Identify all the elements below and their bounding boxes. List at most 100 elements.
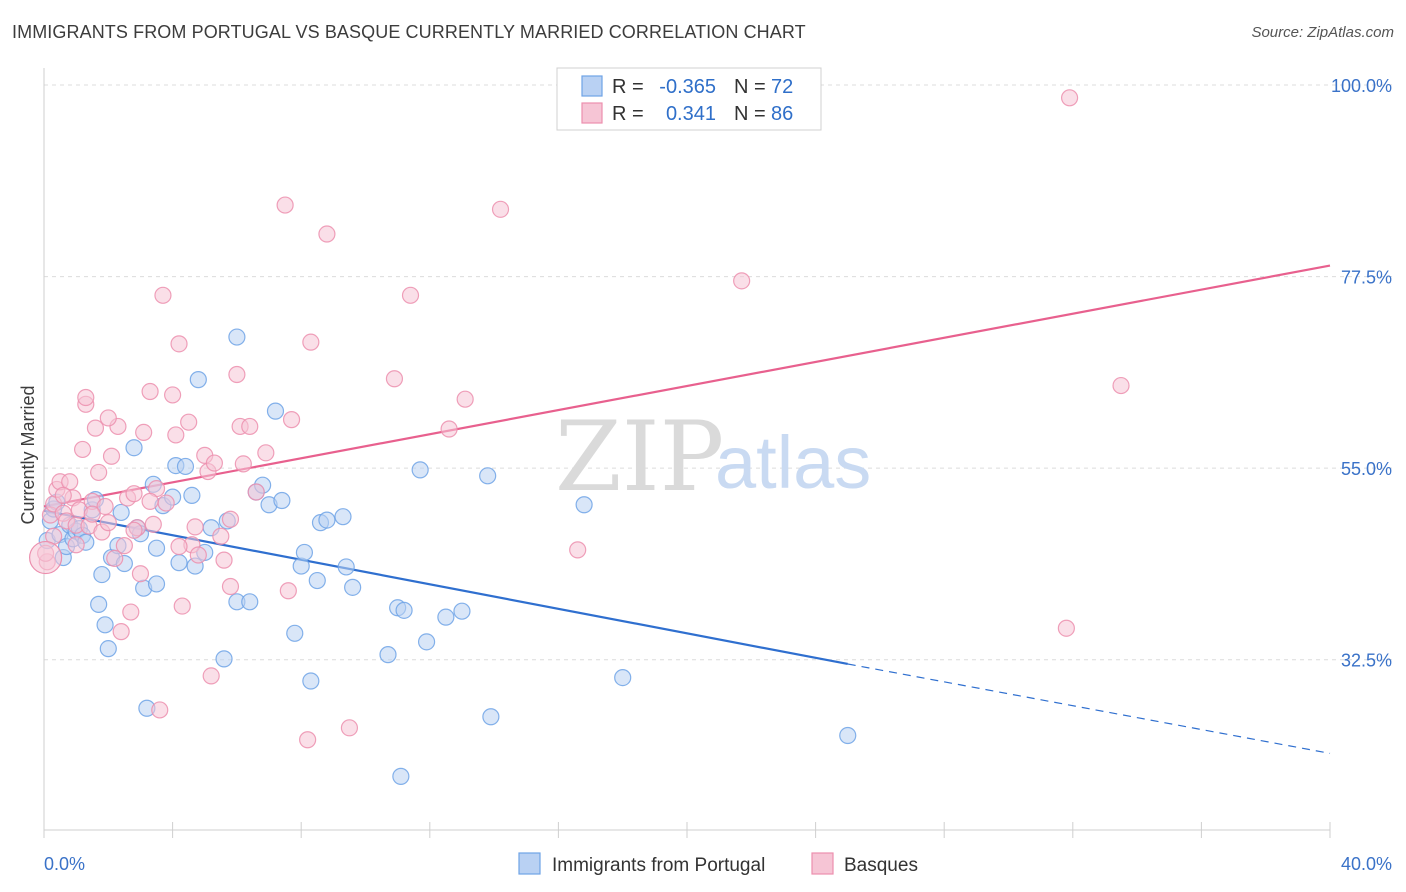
point-basques-38 [167,426,185,444]
point-portugal-53 [295,543,314,562]
point-basques-61 [299,731,317,749]
point-basques-18 [96,497,114,516]
trend-line-portugal-extension [847,663,1331,754]
point-basques-55 [241,417,259,436]
point-basques-24 [115,537,133,555]
point-basques-19 [99,514,117,532]
point-portugal-38 [189,371,207,389]
point-portugal-68 [453,602,471,620]
point-portugal-21 [112,503,130,522]
legend-r-value-pink: 0.341 [666,103,716,125]
legend-n-value-blue: 72 [771,76,793,98]
point-basques-32 [144,515,162,533]
watermark-zip: ZIP [555,401,724,513]
point-portugal-59 [337,558,355,576]
point-basques-34 [151,701,169,719]
point-basques-68 [456,390,474,408]
point-portugal-35 [176,457,195,476]
point-basques-21 [106,549,124,568]
point-basques-63 [318,225,336,243]
point-basques-81 [141,492,159,510]
point-basques-58 [276,196,294,214]
bottom-legend-label-pink: Basques [844,855,918,876]
point-cluster-origin [29,540,63,575]
point-basques-50 [215,551,233,569]
point-basques-85 [77,388,95,407]
point-portugal-58 [334,508,352,526]
point-portugal-17 [96,616,114,634]
data-points [29,89,1130,785]
point-basques-54 [234,455,252,473]
point-basques-27 [125,485,143,503]
point-basques-30 [135,423,153,441]
point-basques-41 [180,413,198,431]
legend-r-label-blue: R = [612,76,644,98]
point-basques-64 [340,719,359,737]
x-tick-labels: 0.0% 40.0% [44,854,1392,874]
point-portugal-43 [228,328,246,346]
point-basques-66 [401,286,420,304]
point-basques-36 [157,494,175,512]
y-tick-label-3: 100.0% [1331,76,1392,96]
point-basques-83 [221,510,240,528]
point-basques-11 [73,440,92,459]
point-portugal-16 [90,595,108,613]
point-portugal-15 [93,565,111,584]
trend-line-basques [43,264,1331,508]
point-portugal-50 [273,491,291,510]
grid-lines [44,84,1392,661]
point-portugal-72 [614,668,632,687]
point-portugal-60 [344,578,362,596]
point-basques-62 [302,333,320,351]
point-portugal-71 [575,496,593,514]
point-portugal-61 [379,646,397,664]
point-basques-77 [67,536,85,554]
point-portugal-70 [482,708,500,726]
point-basques-67 [440,420,458,438]
point-portugal-30 [147,539,166,557]
point-portugal-51 [286,624,304,642]
trend-line-portugal [43,509,848,666]
point-portugal-73 [839,726,857,745]
source-label: Source: ZipAtlas.com [1251,24,1394,41]
point-basques-26 [122,603,140,621]
point-portugal-45 [241,593,259,611]
y-axis-label: Currently Married [18,385,38,524]
point-basques-39 [170,335,188,353]
bottom-legend: Immigrants from Portugal Basques [518,852,918,876]
point-basques-82 [170,537,188,556]
watermark-atlas: atlas [715,421,871,504]
point-basques-49 [212,527,230,545]
point-basques-37 [164,386,182,404]
point-basques-48 [205,454,223,472]
bottom-legend-swatch-blue [518,852,541,875]
x-tick-label-0: 0.0% [44,854,85,874]
x-tick-label-1: 40.0% [1341,854,1392,874]
point-basques-65 [385,370,404,388]
point-basques-69 [491,200,510,218]
point-basques-44 [189,546,207,564]
legend-swatch-blue [581,75,603,97]
point-basques-29 [131,565,150,583]
point-basques-16 [90,463,108,482]
point-portugal-34 [170,554,188,572]
y-tick-label-0: 32.5% [1341,651,1392,671]
legend: R = -0.365 N = 72 R = 0.341 N = 86 [556,67,822,131]
legend-swatch-pink [581,102,603,124]
point-portugal-69 [479,467,497,485]
point-basques-79 [99,409,117,427]
point-portugal-66 [417,633,436,651]
point-portugal-23 [125,439,143,457]
point-basques-74 [1112,376,1130,395]
point-portugal-49 [266,402,285,420]
point-basques-56 [247,483,265,501]
point-portugal-57 [318,511,336,529]
bottom-legend-label-blue: Immigrants from Portugal [552,855,765,876]
point-basques-76 [54,486,72,505]
point-portugal-36 [183,486,201,505]
y-tick-labels: 32.5% 55.0% 77.5% 100.0% [1331,76,1392,671]
point-basques-40 [173,597,191,615]
axes [43,68,1331,838]
bottom-legend-swatch-pink [811,852,834,875]
legend-r-label-pink: R = [612,103,644,125]
